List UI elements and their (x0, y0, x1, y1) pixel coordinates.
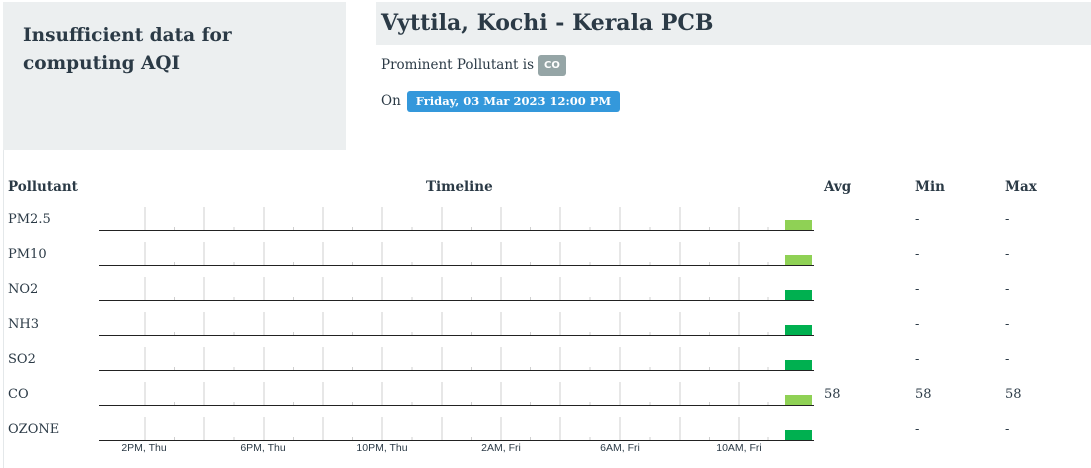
stat-min: - (915, 247, 920, 262)
timeline-sparkline (99, 242, 814, 266)
pollutant-name: PM10 (8, 247, 47, 262)
header-avg: Avg (824, 179, 852, 195)
timestamp-prefix: On (381, 93, 401, 109)
pollutant-name: NH3 (8, 317, 39, 332)
stat-max: - (1005, 212, 1010, 227)
timeline-bar[interactable] (785, 325, 812, 335)
timeline-sparkline (99, 417, 814, 441)
timeline-sparkline (99, 347, 814, 371)
stat-min: 58 (915, 387, 932, 402)
timeline-bar[interactable] (785, 360, 812, 370)
timeline-bar[interactable] (785, 290, 812, 300)
aqi-panel: Insufficient data for computing AQI (3, 2, 346, 150)
station-title: Vyttila, Kochi - Kerala PCB (381, 10, 714, 36)
stat-max: 58 (1005, 387, 1022, 402)
timeline-axis-label: 6AM, Fri (600, 442, 640, 454)
header-max: Max (1005, 179, 1037, 195)
prominent-pollutant: Prominent Pollutant is CO (381, 54, 566, 76)
stat-max: - (1005, 422, 1010, 437)
timeline-sparkline (99, 312, 814, 336)
aqi-message: Insufficient data for computing AQI (23, 25, 232, 74)
timeline-axis-label: 10PM, Thu (356, 442, 408, 454)
timeline-bar[interactable] (785, 430, 812, 440)
pollutant-name: PM2.5 (8, 212, 51, 227)
stat-min: - (915, 212, 920, 227)
timeline-sparkline (99, 207, 814, 231)
pollutant-name: CO (8, 387, 29, 402)
timeline-bar[interactable] (785, 395, 812, 405)
timeline-bar[interactable] (785, 255, 812, 265)
panel-divider (3, 150, 4, 468)
table-row: OZONE - - (0, 417, 1091, 456)
table-row: SO2 - - (0, 347, 1091, 386)
header-timeline: Timeline (426, 179, 493, 195)
station-header: Vyttila, Kochi - Kerala PCB (376, 2, 1091, 45)
pollutant-name: SO2 (8, 352, 36, 367)
prominent-label: Prominent Pollutant is (381, 57, 535, 73)
timeline-axis-label: 10AM, Fri (716, 442, 762, 454)
header-min: Min (915, 179, 945, 195)
timeline-sparkline (99, 277, 814, 301)
stat-max: - (1005, 352, 1010, 367)
timeline-sparkline (99, 382, 814, 406)
timeline-axis-label: 6PM, Thu (240, 442, 286, 454)
header-pollutant: Pollutant (8, 179, 78, 195)
table-row: NH3 - - (0, 312, 1091, 351)
stat-avg: 58 (824, 387, 841, 402)
pollutant-name: NO2 (8, 282, 39, 297)
table-row: PM2.5 - - (0, 207, 1091, 246)
prominent-pollutant-badge: CO (538, 54, 566, 76)
timeline-bar[interactable] (785, 220, 812, 230)
stat-min: - (915, 282, 920, 297)
table-row: NO2 - - (0, 277, 1091, 316)
stat-max: - (1005, 247, 1010, 262)
stat-min: - (915, 352, 920, 367)
timeline-axis-label: 2PM, Thu (121, 442, 167, 454)
stat-max: - (1005, 282, 1010, 297)
stat-max: - (1005, 317, 1010, 332)
timeline-axis-label: 2AM, Fri (481, 442, 521, 454)
timestamp-line: On Friday, 03 Mar 2023 12:00 PM (381, 90, 621, 112)
table-row: PM10 - - (0, 242, 1091, 281)
pollutant-name: OZONE (8, 422, 60, 437)
stat-min: - (915, 317, 920, 332)
table-row: CO 58 58 58 (0, 382, 1091, 421)
timestamp-badge: Friday, 03 Mar 2023 12:00 PM (406, 90, 621, 112)
stat-min: - (915, 422, 920, 437)
